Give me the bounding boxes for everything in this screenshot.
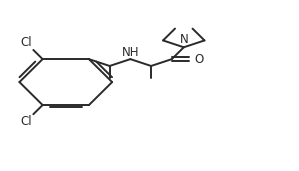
Text: N: N xyxy=(179,33,188,46)
Text: Cl: Cl xyxy=(20,36,32,49)
Text: NH: NH xyxy=(122,46,139,59)
Text: O: O xyxy=(195,53,204,66)
Text: Cl: Cl xyxy=(20,115,32,128)
